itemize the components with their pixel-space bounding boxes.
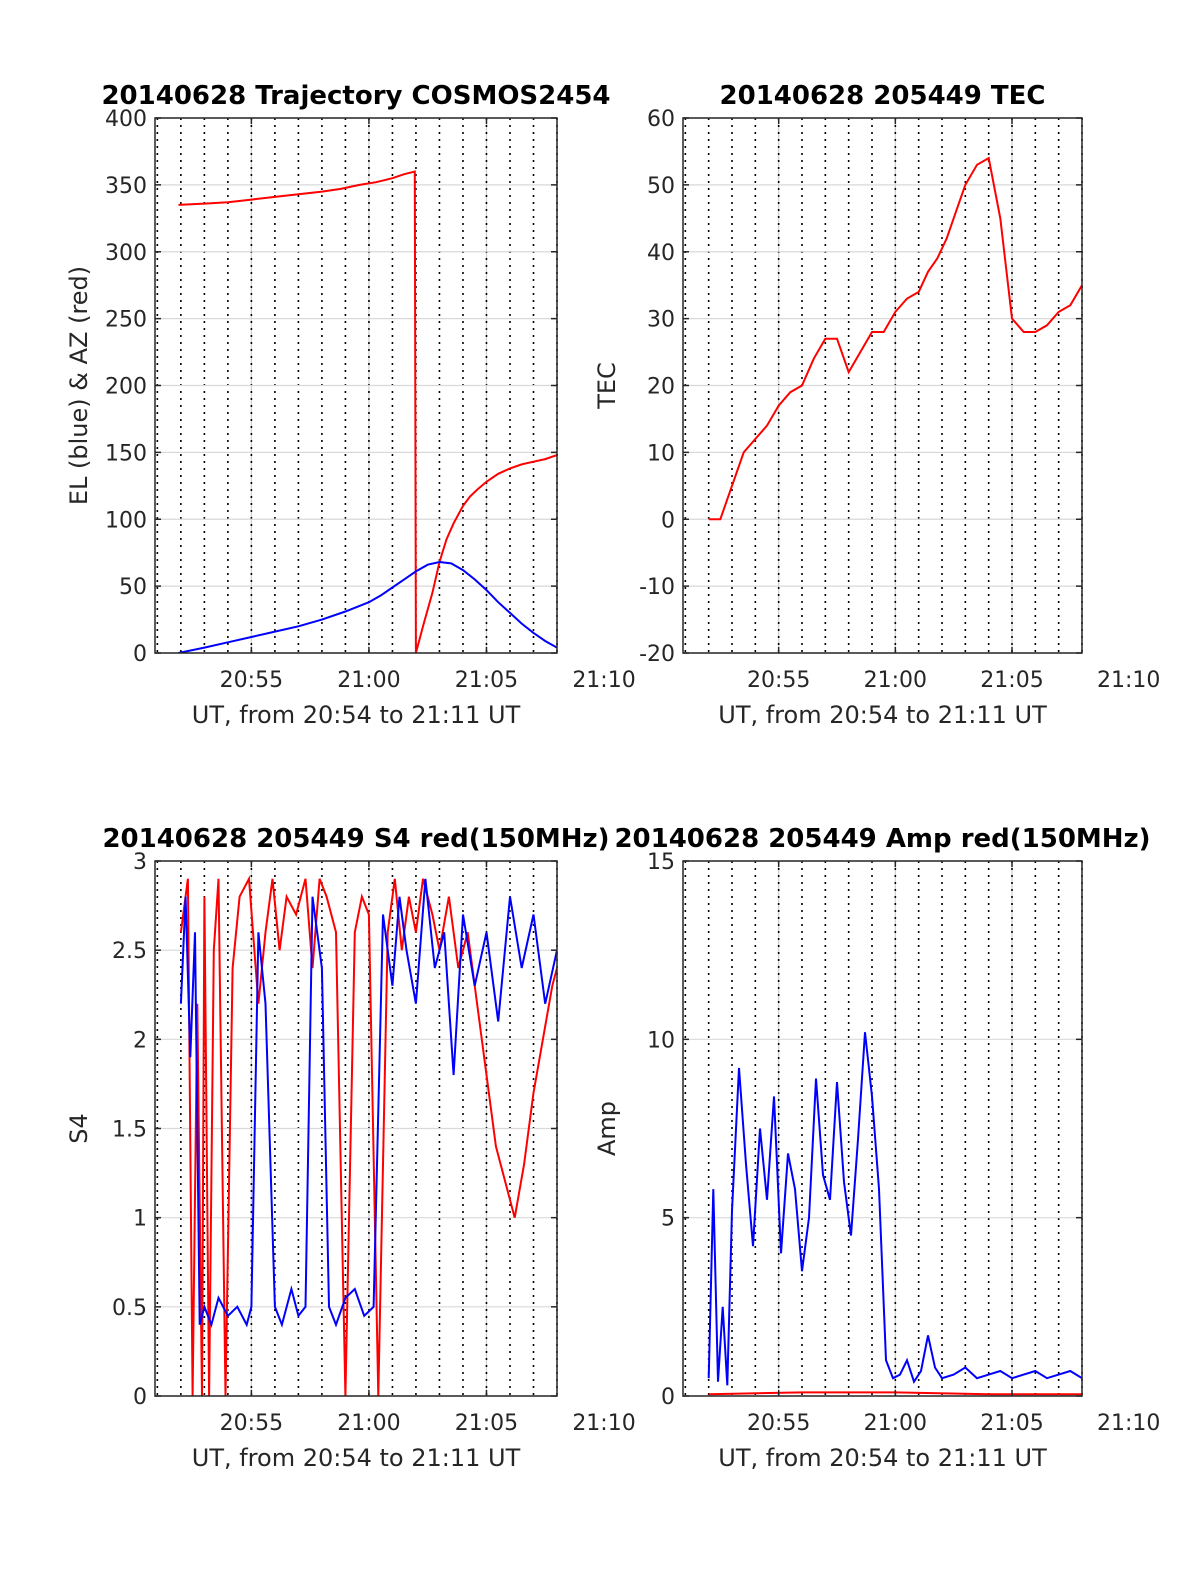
x-tick-label: 21:05: [980, 668, 1043, 693]
x-tick-label: 20:55: [220, 1411, 283, 1436]
y-tick-label: 5: [661, 1207, 675, 1232]
y-tick-label: 15: [647, 850, 675, 875]
y-tick-label: 60: [647, 107, 675, 132]
y-tick-label: 300: [105, 241, 147, 266]
y-tick-label: 20: [647, 375, 675, 400]
chart-panel-1: 0 50 100 150 200 250 300 350 400 20:55 21:00 21:05 2…: [65, 81, 636, 729]
y-tick-label: 30: [647, 308, 675, 333]
y-tick-label: 0: [133, 1385, 147, 1410]
y-tick-label: 0.5: [112, 1296, 147, 1321]
y-axis-label: EL (blue) & AZ (red): [65, 266, 93, 505]
y-tick-label: 100: [105, 508, 147, 533]
y-tick-label: 50: [119, 575, 147, 600]
x-axis-label: UT, from 20:54 to 21:11 UT: [718, 701, 1047, 729]
x-axis-label: UT, from 20:54 to 21:11 UT: [718, 1444, 1047, 1472]
x-tick-label: 21:10: [572, 1411, 635, 1436]
chart-title: 20140628 205449 S4 red(150MHz): [102, 824, 609, 854]
series-line-1: [178, 170, 557, 653]
x-tick-label: 20:55: [747, 668, 810, 693]
y-tick-label: 150: [105, 441, 147, 466]
series-line-1: [179, 875, 557, 1396]
series-line-2: [178, 560, 557, 653]
y-tick-label: 2.5: [112, 939, 147, 964]
x-axis-label: UT, from 20:54 to 21:11 UT: [192, 701, 521, 729]
y-tick-label: 10: [647, 441, 675, 466]
y-tick-label: 50: [647, 174, 675, 199]
x-tick-label: 20:55: [747, 1411, 810, 1436]
x-tick-label: 20:55: [220, 668, 283, 693]
x-tick-label: 21:10: [572, 668, 635, 693]
y-tick-label: 2: [133, 1028, 147, 1053]
y-tick-label: 0: [661, 508, 675, 533]
chart-title: 20140628 205449 TEC: [720, 81, 1046, 111]
y-tick-label: 350: [105, 174, 147, 199]
y-axis-label: S4: [65, 1113, 93, 1144]
axes-box: [682, 860, 1083, 1397]
y-tick-label: 0: [133, 642, 147, 667]
y-tick-label: -10: [639, 575, 675, 600]
x-tick-label: 21:10: [1097, 668, 1160, 693]
chart-title: 20140628 205449 Amp red(150MHz): [614, 824, 1150, 854]
y-axis-label: Amp: [593, 1101, 621, 1156]
x-tick-label: 21:05: [455, 668, 518, 693]
x-tick-label: 21:00: [337, 668, 400, 693]
y-tick-label: 1.5: [112, 1118, 147, 1143]
chart-title: 20140628 Trajectory COSMOS2454: [101, 81, 610, 111]
series-line-2: [179, 878, 557, 1328]
y-tick-label: 0: [661, 1385, 675, 1410]
series-line-1: [708, 156, 1082, 521]
x-tick-label: 21:00: [864, 668, 927, 693]
x-tick-label: 21:00: [337, 1411, 400, 1436]
x-tick-label: 21:05: [455, 1411, 518, 1436]
chart-panel-3: 0 0.5 1 1.5 2 2.5 3 20:55 21:00 21:05 21:10 2014062…: [65, 824, 636, 1472]
chart-panel-4: 0 5 10 15 20:55 21:00 21:05 21:10 20140628 20544…: [593, 824, 1160, 1472]
x-axis-label: UT, from 20:54 to 21:11 UT: [192, 1444, 521, 1472]
x-tick-label: 21:05: [980, 1411, 1043, 1436]
y-tick-label: 40: [647, 241, 675, 266]
x-tick-label: 21:00: [864, 1411, 927, 1436]
y-tick-label: 3: [133, 850, 147, 875]
series-line-2: [707, 1032, 1082, 1386]
x-tick-label: 21:10: [1097, 1411, 1160, 1436]
y-tick-label: -20: [639, 642, 675, 667]
y-tick-label: 200: [105, 375, 147, 400]
y-axis-label: TEC: [593, 362, 621, 410]
chart-panel-2: -20 -10 0 10 20 30 40 50 60 20:55 21:00 21:05 21:10 2…: [593, 81, 1160, 729]
y-tick-label: 1: [133, 1207, 147, 1232]
y-tick-label: 250: [105, 308, 147, 333]
y-tick-label: 400: [105, 107, 147, 132]
y-tick-label: 10: [647, 1028, 675, 1053]
